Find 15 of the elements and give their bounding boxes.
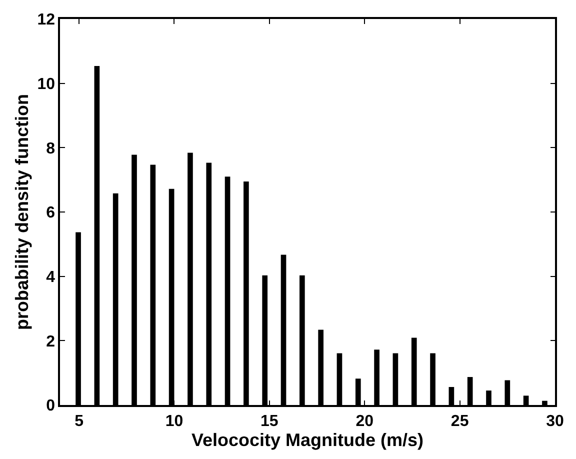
y-tick-label: 8 [46, 140, 56, 158]
x-tick-label: 20 [356, 412, 374, 430]
x-tick-label: 10 [165, 412, 184, 430]
y-tick-label: 2 [46, 333, 56, 350]
x-tick-label: 15 [260, 412, 278, 430]
y-tick-label: 0 [46, 398, 56, 415]
y-tick-label: 10 [37, 76, 56, 93]
y-tick-label: 12 [37, 12, 56, 29]
x-axis-title: Velococity Magnitude (m/s) [191, 430, 424, 450]
y-axis-title: probability density function [12, 94, 32, 330]
x-tick-label: 5 [74, 412, 84, 430]
y-tick-label: 6 [46, 204, 56, 222]
x-tick-label: 30 [546, 412, 564, 430]
x-tick-label: 25 [450, 412, 469, 430]
y-tick-label: 4 [46, 268, 56, 286]
